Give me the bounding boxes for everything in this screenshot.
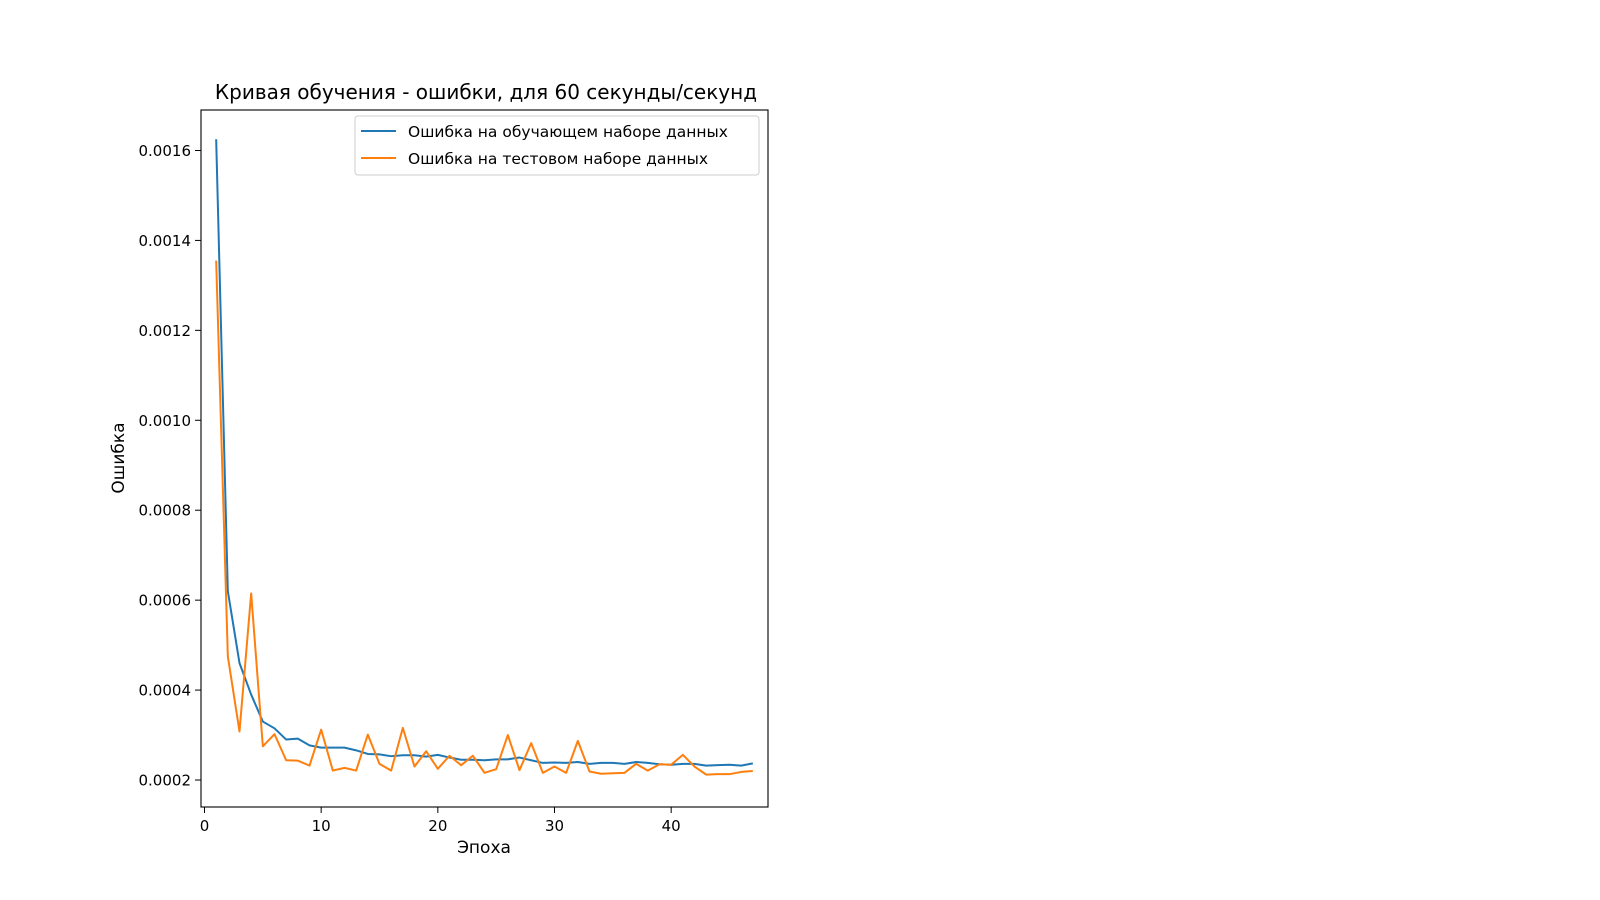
- x-tick-label: 30: [545, 817, 564, 835]
- x-tick-label: 0: [200, 817, 210, 835]
- plot-area: [200, 109, 769, 808]
- legend: Ошибка на обучающем наборе данных Ошибка…: [354, 115, 760, 176]
- legend-box: [354, 115, 760, 176]
- axis-ticks: 0 10 20 30 40 0.0002 0.0004 0.0006 0.0008 0.0010 0…: [139, 142, 681, 835]
- chart-title: Кривая обучения - ошибки, для 60 секунды…: [215, 80, 757, 104]
- y-tick-label: 0.0002: [139, 772, 192, 790]
- y-axis-label: Ошибка: [109, 422, 129, 493]
- y-tick-label: 0.0012: [139, 322, 192, 340]
- y-tick-label: 0.0006: [139, 592, 192, 610]
- y-tick-label: 0.0010: [139, 412, 192, 430]
- y-tick-label: 0.0004: [139, 682, 192, 700]
- x-tick-label: 40: [662, 817, 681, 835]
- y-tick-label: 0.0016: [139, 142, 192, 160]
- legend-label-train: Ошибка на обучающем наборе данных: [408, 123, 728, 141]
- y-tick-label: 0.0008: [139, 502, 192, 520]
- legend-label-test: Ошибка на тестовом наборе данных: [408, 150, 708, 168]
- train-loss-line: [215, 139, 754, 767]
- x-tick-label: 10: [312, 817, 331, 835]
- y-tick-label: 0.0014: [139, 232, 192, 250]
- series-lines: [215, 139, 754, 776]
- x-axis-label: Эпоха: [457, 838, 511, 858]
- x-tick-label: 20: [428, 817, 447, 835]
- test-loss-line: [215, 260, 753, 776]
